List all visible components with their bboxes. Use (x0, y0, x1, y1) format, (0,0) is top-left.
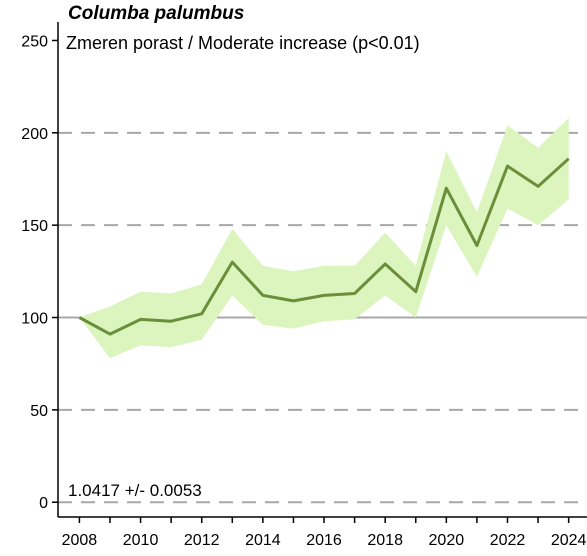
x-tick-label: 2020 (429, 532, 465, 549)
x-tick-label: 2008 (62, 532, 98, 549)
y-tick-label: 200 (21, 126, 48, 143)
chart-subtitle: Zmeren porast / Moderate increase (p<0.0… (66, 33, 420, 53)
confidence-band (79, 118, 569, 359)
y-ticks: 0 50 100 150 200 250 (21, 33, 58, 512)
x-ticks: 2008 2010 2012 2014 2016 2018 2020 2022 2024 (62, 517, 587, 549)
x-tick-label: 2024 (551, 532, 587, 549)
y-tick-label: 150 (21, 218, 48, 235)
x-tick-label: 2012 (184, 532, 220, 549)
y-tick-label: 250 (21, 33, 48, 50)
axes (57, 22, 587, 518)
y-tick-label: 100 (21, 311, 48, 328)
x-tick-label: 2016 (306, 532, 342, 549)
index-line (78, 157, 570, 336)
x-tick-label: 2022 (490, 532, 526, 549)
x-tick-label: 2014 (245, 532, 281, 549)
x-tick-label: 2018 (367, 532, 403, 549)
y-tick-label: 0 (39, 495, 48, 512)
trend-annotation: 1.0417 +/- 0.0053 (68, 481, 202, 500)
chart-title: Columba palumbus (68, 3, 244, 24)
y-tick-label: 50 (30, 403, 48, 420)
x-tick-label: 2010 (123, 532, 159, 549)
